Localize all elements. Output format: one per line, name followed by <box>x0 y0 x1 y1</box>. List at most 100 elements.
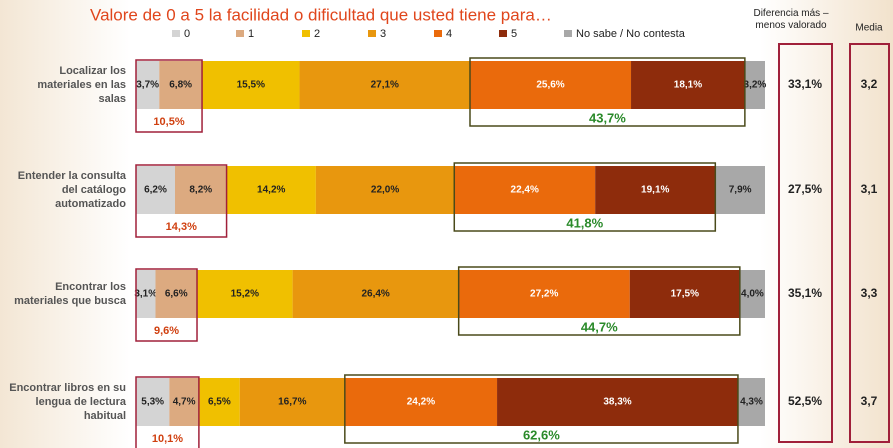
bar-segment <box>136 166 175 214</box>
high-box <box>469 57 746 127</box>
low-label: 10,1% <box>152 433 183 445</box>
value-label: 6,6% <box>165 289 188 300</box>
bar-segment <box>595 166 716 214</box>
low-box <box>135 59 203 133</box>
bar-segment <box>454 166 596 214</box>
bar-segment <box>136 270 156 318</box>
bar-segment <box>744 61 765 109</box>
diferencia-title: Diferencia más – menos valorado <box>753 8 829 31</box>
legend-label: 4 <box>446 28 452 40</box>
diferencia-frame <box>778 43 833 443</box>
legend-swatch <box>368 30 376 37</box>
value-label: 22,0% <box>371 185 399 196</box>
category-label: Encontrar libros en su lengua de lectura… <box>9 382 126 422</box>
legend-label: No sabe / No contesta <box>576 28 686 40</box>
value-label: 18,1% <box>674 80 702 91</box>
value-label: 5,3% <box>141 397 164 408</box>
chart-title: Valore de 0 a 5 la facilidad o dificulta… <box>90 5 552 24</box>
value-label: 16,7% <box>278 397 306 408</box>
value-label: 27,2% <box>530 289 558 300</box>
media-value: 3,1 <box>861 182 878 196</box>
category-label: Entender la consulta del catálogo automa… <box>17 170 126 210</box>
low-box <box>135 164 228 238</box>
bar-segment <box>629 270 740 318</box>
legend-label: 2 <box>314 28 320 40</box>
media-title: Media <box>855 23 883 34</box>
category-label: Localizar los materiales en las salas <box>37 65 126 105</box>
value-label: 22,4% <box>511 185 539 196</box>
value-label: 3,7% <box>136 80 159 91</box>
value-label: 8,2% <box>189 185 212 196</box>
media-value: 3,2 <box>861 77 878 91</box>
bar-segment <box>737 378 765 426</box>
value-label: 19,1% <box>641 185 669 196</box>
media-value: 3,3 <box>861 286 878 300</box>
legend-swatch <box>236 30 244 37</box>
value-label: 14,2% <box>257 185 285 196</box>
legend-label: 0 <box>184 28 190 40</box>
value-label: 25,6% <box>536 80 564 91</box>
bar-segment <box>715 166 765 214</box>
high-label: 43,7% <box>589 110 626 125</box>
legend-label: 3 <box>380 28 386 40</box>
media-value: 3,7 <box>861 394 878 408</box>
value-label: 4,0% <box>741 289 764 300</box>
value-label: 4,7% <box>173 397 196 408</box>
bar-segment <box>631 61 745 109</box>
bar-segment <box>136 378 170 426</box>
low-label: 9,6% <box>154 325 179 337</box>
value-label: 3,2% <box>744 80 767 91</box>
value-label: 38,3% <box>603 397 631 408</box>
value-label: 6,8% <box>169 80 192 91</box>
value-label: 3,1% <box>134 289 157 300</box>
legend-swatch <box>499 30 507 37</box>
high-box <box>344 374 739 444</box>
bar-segment <box>299 61 470 109</box>
bar-segment <box>226 166 316 214</box>
high-label: 62,6% <box>523 427 560 442</box>
diferencia-value: 27,5% <box>788 182 822 196</box>
value-label: 15,5% <box>237 80 265 91</box>
low-box <box>135 376 200 448</box>
bar-segment <box>458 270 630 318</box>
low-label: 10,5% <box>153 116 184 128</box>
value-label: 27,1% <box>371 80 399 91</box>
bar-segment <box>159 61 203 109</box>
low-box <box>135 268 198 342</box>
diferencia-value: 35,1% <box>788 286 822 300</box>
category-label: Encontrar los materiales que busca <box>14 281 126 307</box>
bar-segment <box>136 61 160 109</box>
value-label: 6,2% <box>144 185 167 196</box>
diferencia-value: 52,5% <box>788 394 822 408</box>
bar-segment <box>497 378 738 426</box>
bar-segment <box>292 270 459 318</box>
bar-segment <box>239 378 345 426</box>
legend-label: 5 <box>511 28 517 40</box>
high-box <box>453 162 717 232</box>
bar-segment <box>739 270 765 318</box>
bar-segment <box>174 166 227 214</box>
legend-swatch <box>302 30 310 37</box>
value-label: 4,3% <box>740 397 763 408</box>
bar-segment <box>469 61 632 109</box>
media-frame <box>849 43 890 443</box>
diferencia-value: 33,1% <box>788 77 822 91</box>
bar-segment <box>169 378 199 426</box>
legend-swatch <box>434 30 442 37</box>
high-box <box>457 266 741 336</box>
bar-segment <box>155 270 198 318</box>
legend-swatch <box>172 30 180 37</box>
legend-label: 1 <box>248 28 254 40</box>
value-label: 6,5% <box>208 397 231 408</box>
value-label: 15,2% <box>231 289 259 300</box>
bar-segment <box>198 378 240 426</box>
bar-segment <box>197 270 293 318</box>
low-label: 14,3% <box>166 221 197 233</box>
legend-swatch <box>564 30 572 37</box>
value-label: 24,2% <box>407 397 435 408</box>
value-label: 7,9% <box>729 185 752 196</box>
bar-segment <box>315 166 455 214</box>
high-label: 44,7% <box>581 319 618 334</box>
